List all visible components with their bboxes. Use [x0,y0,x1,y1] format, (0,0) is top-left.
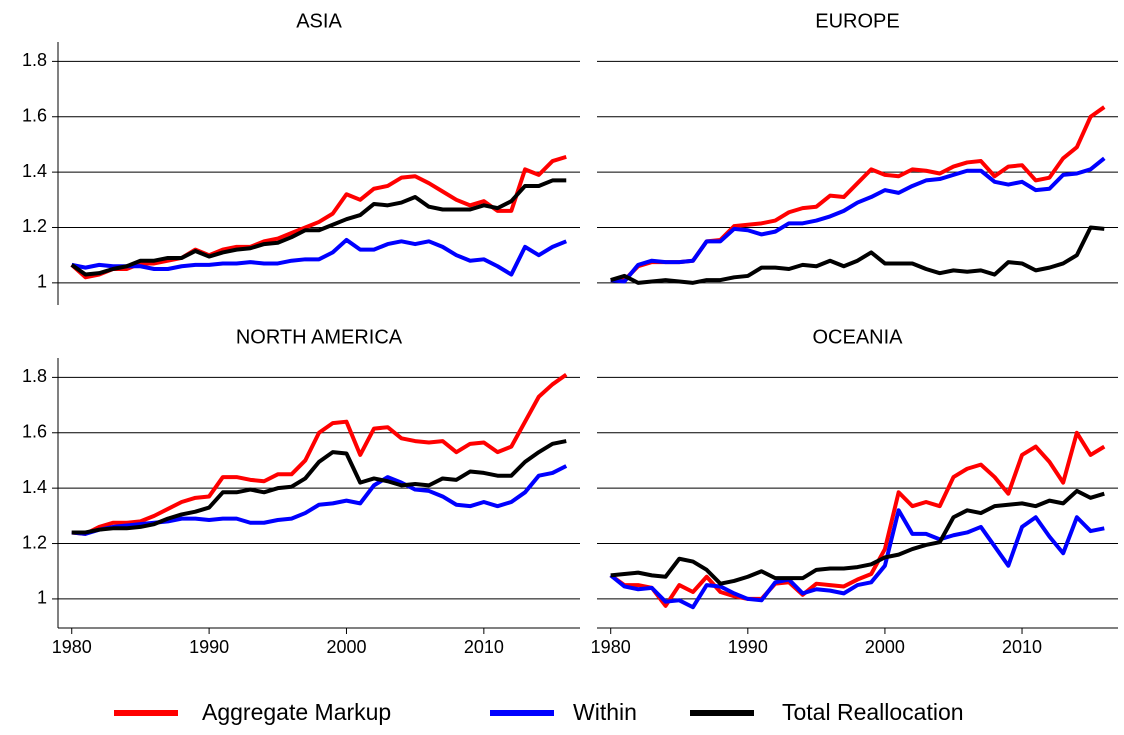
y-tick-label: 1 [37,272,47,292]
y-tick-label: 1.8 [22,366,47,386]
series-line: Total Reallocation [610,225,1105,285]
series-line: Total Reallocation [71,439,567,535]
y-tick-label: 1.6 [22,105,47,125]
legend-label: Aggregate Markup [202,699,391,725]
x-tick-label: 1990 [728,637,768,657]
x-tick-label: 1990 [189,637,229,657]
y-tick-label: 1 [37,588,47,608]
y-tick-label: 1.8 [22,50,47,70]
series-line: Within [610,156,1106,284]
legend-label: Total Reallocation [782,699,964,725]
x-tick-label: 2000 [326,637,366,657]
series-line [71,237,568,277]
y-tick-label: 1.2 [22,532,47,552]
series-line: Aggregate Markup [71,372,568,536]
panel-title: OCEANIA [812,326,903,348]
y-tick-label: 1.4 [22,477,47,497]
series-line: Within [609,508,1105,610]
legend-label: Within [573,699,637,725]
panel-title: EUROPE [815,10,899,32]
y-tick-label: 1.4 [22,161,47,181]
y-tick-label: 1.6 [22,422,47,442]
panel-title: ASIA [296,10,342,32]
panel-title: NORTH AMERICA [236,326,403,348]
x-tick-label: 1980 [591,637,631,657]
series-line: Aggregate Markup [609,430,1106,608]
series-line: Aggregate Markup [610,105,1106,283]
series-line [70,154,567,280]
x-tick-label: 2000 [865,637,905,657]
series-line [70,178,567,277]
series-line: Total Reallocation [610,488,1105,586]
x-tick-label: 2010 [1002,637,1042,657]
x-tick-label: 2010 [464,637,504,657]
x-tick-label: 1980 [52,637,92,657]
y-tick-label: 1.2 [22,216,47,236]
